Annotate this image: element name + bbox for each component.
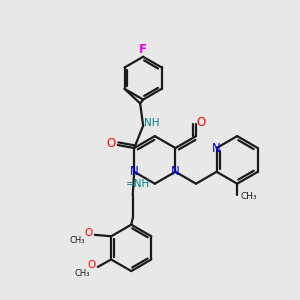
Text: N: N xyxy=(212,142,221,154)
Text: CH₃: CH₃ xyxy=(70,236,85,245)
Text: F: F xyxy=(139,43,147,56)
Text: =NH: =NH xyxy=(126,179,151,189)
Text: O: O xyxy=(84,228,92,238)
Text: O: O xyxy=(107,137,116,150)
Text: CH₃: CH₃ xyxy=(240,192,257,201)
Text: CH₃: CH₃ xyxy=(75,269,90,278)
Text: O: O xyxy=(197,116,206,129)
Text: NH: NH xyxy=(144,118,159,128)
Text: N: N xyxy=(171,165,180,178)
Text: O: O xyxy=(87,260,95,270)
Text: N: N xyxy=(130,165,139,178)
